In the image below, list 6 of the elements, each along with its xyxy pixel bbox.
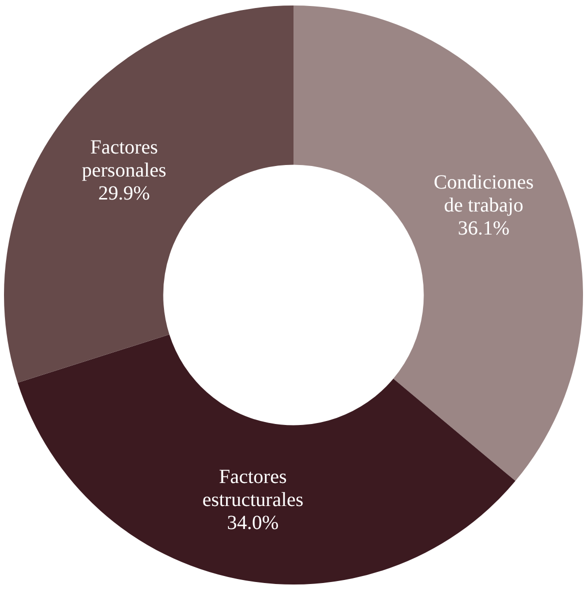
slice-label: Condiciones de trabajo xyxy=(434,171,534,216)
slice-label: Factores personales xyxy=(82,136,167,182)
slice-label: Factores estructurales xyxy=(202,466,304,512)
data-label: 36.1% xyxy=(458,217,510,240)
data-label: 29.9% xyxy=(98,182,150,204)
data-label: 34.0% xyxy=(227,512,279,534)
